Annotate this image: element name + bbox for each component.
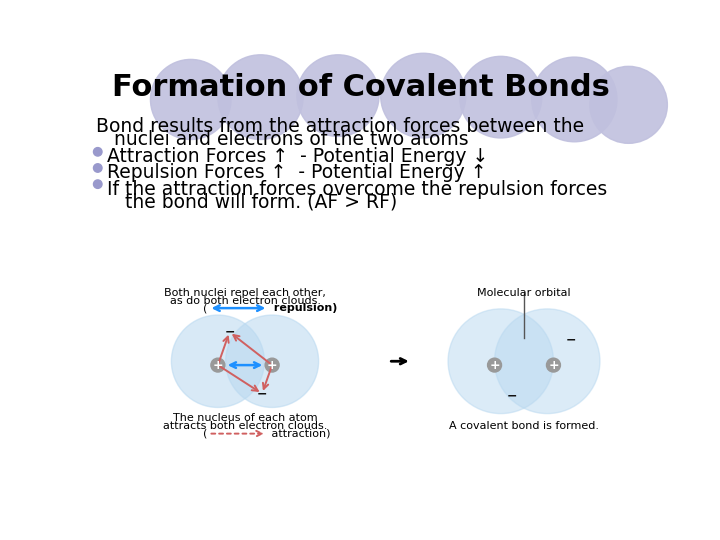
Circle shape <box>225 315 319 408</box>
Text: The nucleus of each atom: The nucleus of each atom <box>173 413 318 423</box>
Text: Repulsion Forces ↑  - Potential Energy ↑: Repulsion Forces ↑ - Potential Energy ↑ <box>107 164 487 183</box>
Text: −: − <box>565 333 576 346</box>
Circle shape <box>448 309 554 414</box>
Text: +: + <box>548 359 559 372</box>
Circle shape <box>94 147 102 156</box>
Text: repulsion): repulsion) <box>270 303 337 313</box>
Circle shape <box>297 55 379 137</box>
Text: +: + <box>489 359 500 372</box>
Circle shape <box>381 53 466 138</box>
Circle shape <box>265 358 279 372</box>
Circle shape <box>150 59 231 139</box>
Text: Bond results from the attraction forces between the: Bond results from the attraction forces … <box>96 117 585 136</box>
Circle shape <box>487 358 502 372</box>
Text: (: ( <box>204 303 208 313</box>
Text: Both nuclei repel each other,: Both nuclei repel each other, <box>164 288 326 298</box>
Circle shape <box>94 164 102 172</box>
Circle shape <box>546 358 560 372</box>
Text: −: − <box>224 326 235 339</box>
Text: +: + <box>267 359 277 372</box>
Circle shape <box>218 55 303 139</box>
Circle shape <box>495 309 600 414</box>
Text: Molecular orbital: Molecular orbital <box>477 288 571 298</box>
Text: (: ( <box>204 429 208 438</box>
Text: A covalent bond is formed.: A covalent bond is formed. <box>449 421 599 430</box>
Text: nuclei and electrons of the two atoms: nuclei and electrons of the two atoms <box>96 130 469 149</box>
Circle shape <box>590 66 667 143</box>
Text: −: − <box>507 389 518 402</box>
Text: as do both electron clouds.: as do both electron clouds. <box>169 296 320 306</box>
Text: If the attraction forces overcome the repulsion forces: If the attraction forces overcome the re… <box>107 179 607 199</box>
Text: attracts both electron clouds.: attracts both electron clouds. <box>163 421 327 430</box>
Text: the bond will form. (AF > RF): the bond will form. (AF > RF) <box>107 193 397 212</box>
Circle shape <box>94 180 102 188</box>
Circle shape <box>211 358 225 372</box>
Text: +: + <box>212 359 223 372</box>
Circle shape <box>532 57 617 142</box>
Text: Formation of Covalent Bonds: Formation of Covalent Bonds <box>112 72 610 102</box>
Circle shape <box>459 56 542 138</box>
Text: attraction): attraction) <box>269 429 330 438</box>
Circle shape <box>171 315 264 408</box>
Text: Attraction Forces ↑  - Potential Energy ↓: Attraction Forces ↑ - Potential Energy ↓ <box>107 147 488 166</box>
Text: −: − <box>257 387 267 400</box>
